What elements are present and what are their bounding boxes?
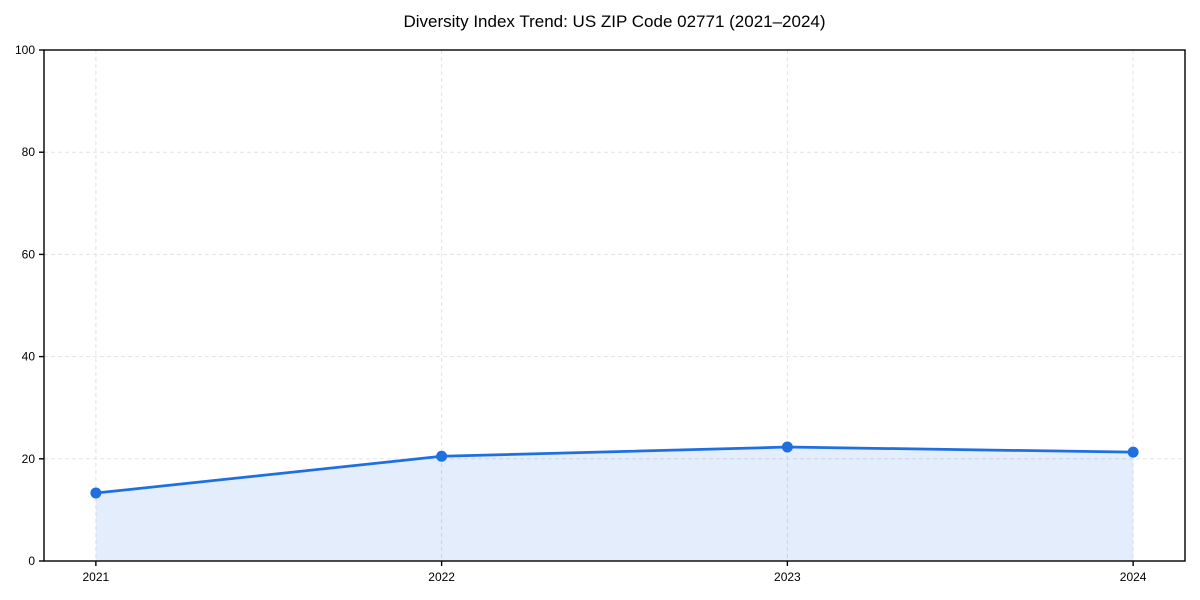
y-tick-label: 0	[28, 554, 35, 568]
series-marker	[1127, 446, 1139, 458]
series-marker	[781, 441, 793, 453]
y-tick-label: 40	[22, 350, 36, 364]
y-tick-label: 80	[22, 145, 36, 159]
y-tick-label: 20	[22, 452, 36, 466]
x-tick-label: 2022	[428, 570, 455, 584]
chart-title: Diversity Index Trend: US ZIP Code 02771…	[403, 12, 826, 31]
x-tick-label: 2021	[83, 570, 110, 584]
y-tick-label: 60	[22, 247, 36, 261]
series-area-fill	[95, 447, 1134, 561]
series-marker	[436, 450, 448, 462]
y-tick-label: 100	[15, 43, 35, 57]
x-tick-label: 2024	[1120, 570, 1147, 584]
series-line	[94, 445, 1135, 495]
plot-border	[43, 49, 1186, 562]
series-marker	[90, 487, 102, 499]
x-tick-label: 2023	[774, 570, 801, 584]
